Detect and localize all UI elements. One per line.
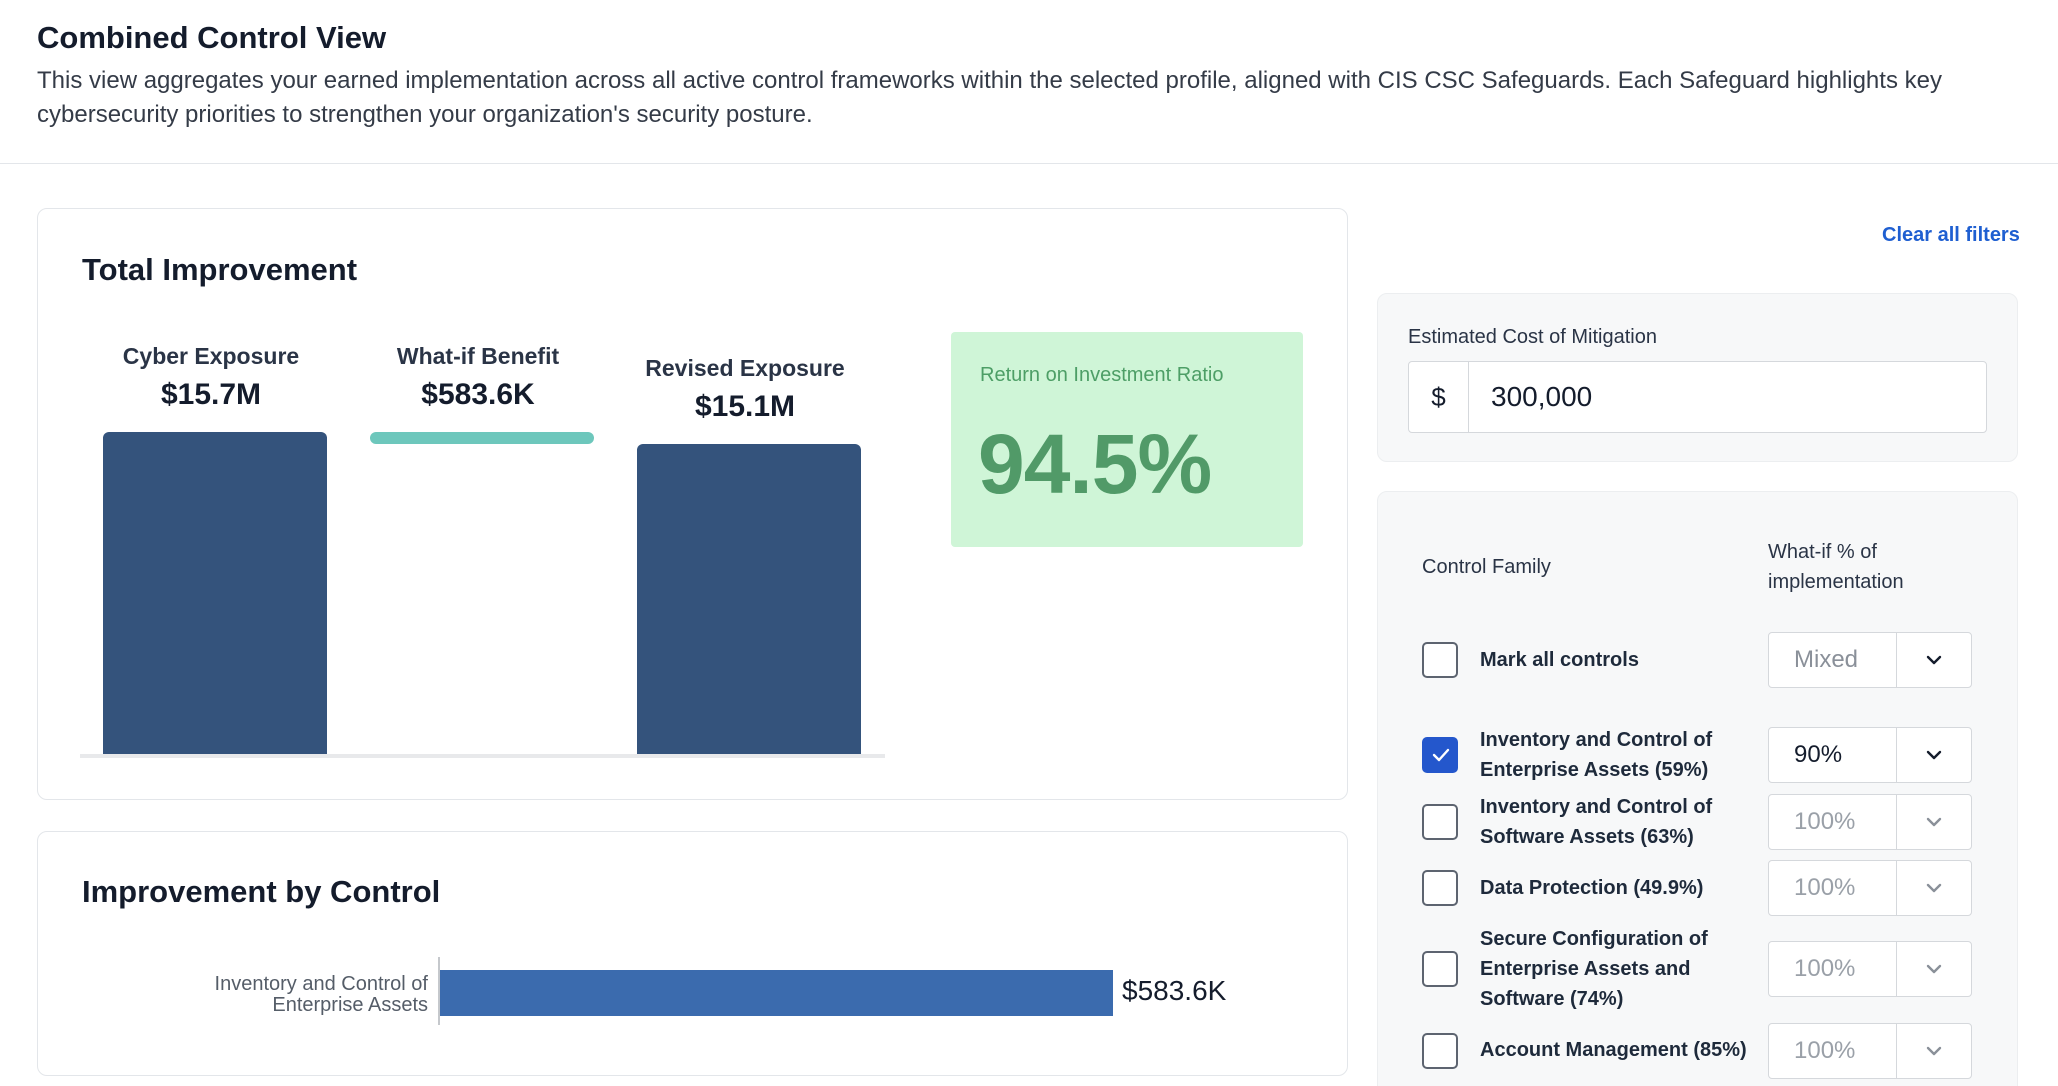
control-select-account-management[interactable]: 100%	[1768, 1023, 1972, 1079]
what-if-benefit-value: $583.6K	[421, 378, 535, 411]
revised-exposure-bar	[637, 444, 861, 755]
roi-value: 94.5%	[978, 417, 1212, 511]
control-family-header: Control Family	[1422, 556, 1551, 578]
what-if-benefit-label: What-if Benefit	[396, 343, 560, 369]
roi-label: Return on Investment Ratio	[980, 364, 1224, 386]
page-title: Combined Control View	[37, 20, 387, 55]
control-label-software-assets: Inventory and Control of Software Assets…	[1480, 796, 1713, 848]
chevron-down-icon	[1896, 633, 1972, 687]
control-select-data-protection[interactable]: 100%	[1768, 860, 1972, 916]
mark-all-select[interactable]: Mixed	[1768, 632, 1972, 688]
cyber-exposure-value: $15.7M	[160, 378, 262, 411]
hbar-inventory-enterprise-assets	[440, 970, 1113, 1016]
chevron-down-icon	[1896, 728, 1972, 782]
control-label-secure-configuration: Secure Configuration of Enterprise Asset…	[1480, 928, 1708, 1010]
control-checkbox-account-management[interactable]	[1422, 1033, 1458, 1069]
cost-value[interactable]: 300,000	[1491, 381, 1593, 412]
control-label-account-management: Account Management (85%)	[1480, 1039, 1747, 1061]
control-select-enterprise-assets[interactable]: 90%	[1768, 727, 1972, 783]
chevron-down-icon	[1896, 861, 1972, 915]
roi-box: Return on Investment Ratio 94.5%	[951, 332, 1303, 547]
mark-all-checkbox[interactable]	[1422, 642, 1458, 678]
control-label-enterprise-assets: Inventory and Control of Enterprise Asse…	[1480, 729, 1713, 781]
total-improvement-title: Total Improvement	[82, 252, 358, 287]
cost-label: Estimated Cost of Mitigation	[1408, 326, 1657, 348]
cyber-exposure-label: Cyber Exposure	[122, 343, 300, 369]
control-select-secure-configuration[interactable]: 100%	[1768, 941, 1972, 997]
total-improvement-card: Total Improvement Cyber Exposure $15.7M …	[37, 208, 1348, 800]
hbar-category-label: Inventory and Control of Enterprise Asse…	[214, 973, 428, 1016]
chevron-down-icon	[1896, 1024, 1972, 1078]
control-checkbox-secure-configuration[interactable]	[1422, 951, 1458, 987]
chart-baseline	[80, 754, 885, 758]
chevron-down-icon	[1896, 942, 1972, 996]
improvement-by-control-card: Improvement by Control Inventory and Con…	[37, 831, 1348, 1076]
revised-exposure-value: $15.1M	[694, 390, 796, 423]
chevron-down-icon	[1896, 795, 1972, 849]
what-if-header: What-if % of implementation	[1768, 541, 1904, 593]
control-checkbox-data-protection[interactable]	[1422, 870, 1458, 906]
cyber-exposure-bar	[103, 432, 327, 755]
hbar-axis	[438, 957, 440, 1025]
control-family-panel: Control Family What-if % of implementati…	[1377, 491, 2018, 1086]
control-label-data-protection: Data Protection (49.9%)	[1480, 877, 1704, 899]
control-checkbox-software-assets[interactable]	[1422, 804, 1458, 840]
page-header: Combined Control View This view aggregat…	[0, 0, 2058, 164]
control-select-software-assets[interactable]: 100%	[1768, 794, 1972, 850]
cost-input[interactable]: $ 300,000	[1408, 361, 1987, 433]
revised-exposure-label: Revised Exposure	[645, 355, 845, 381]
improvement-by-control-title: Improvement by Control	[82, 874, 441, 909]
cost-panel: Estimated Cost of Mitigation $ 300,000	[1377, 293, 2018, 462]
currency-prefix: $	[1409, 362, 1469, 432]
control-checkbox-enterprise-assets[interactable]	[1422, 737, 1458, 773]
check-icon	[1432, 748, 1450, 762]
clear-all-filters-link[interactable]: Clear all filters	[1882, 224, 2020, 246]
hbar-value-label: $583.6K	[1122, 975, 1227, 1006]
mark-all-label: Mark all controls	[1480, 649, 1639, 671]
what-if-benefit-bar	[370, 432, 594, 444]
page-description: This view aggregates your earned impleme…	[37, 67, 1942, 128]
